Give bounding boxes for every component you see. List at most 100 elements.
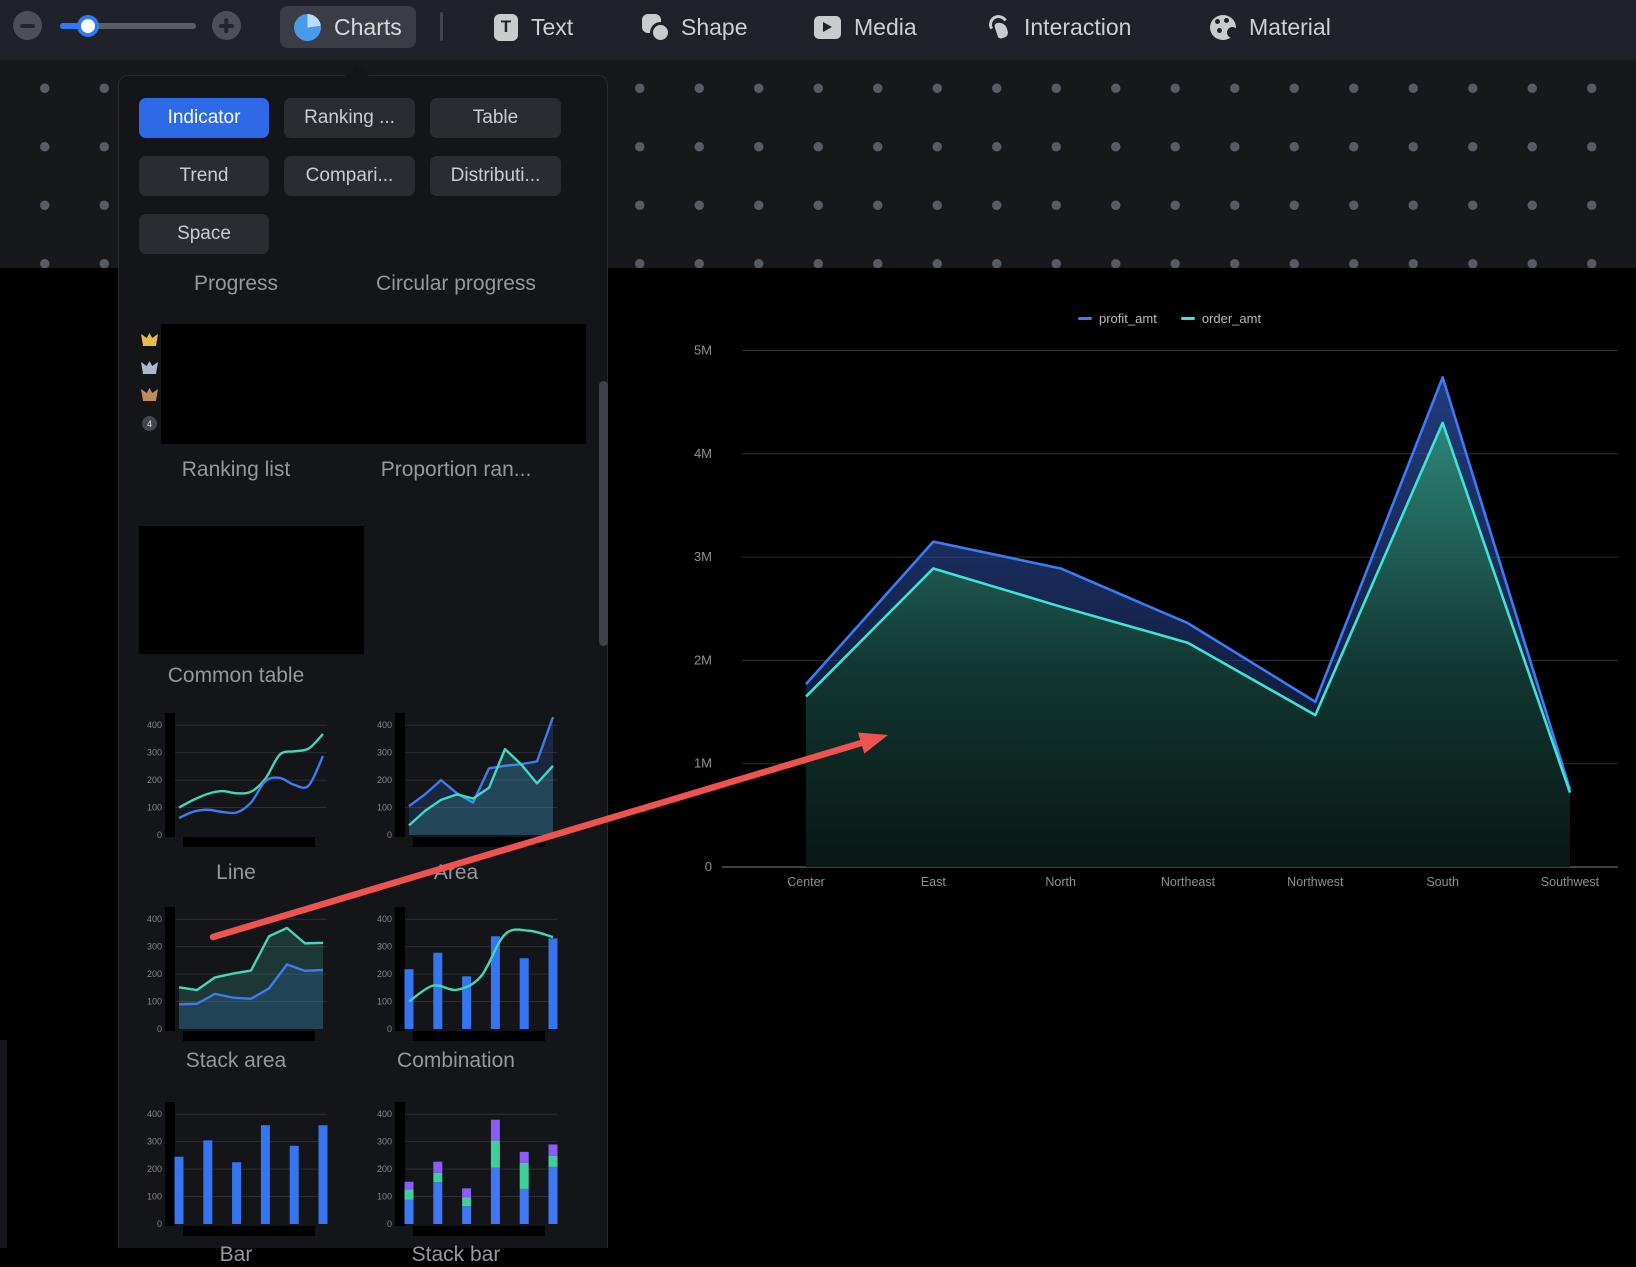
svg-text:200: 200	[147, 1164, 162, 1174]
canvas-edge	[0, 1040, 7, 1248]
svg-text:300: 300	[377, 748, 392, 758]
toolbar: Charts T Text Shape Media Interaction Ma…	[0, 0, 1636, 60]
item-area-thumb[interactable]: 400 300 200 100 0	[369, 707, 561, 848]
svg-text:100: 100	[147, 803, 162, 813]
item-bar-thumb[interactable]: 400 300 200 100 0	[139, 1096, 331, 1237]
svg-text:Northeast: Northeast	[1161, 875, 1216, 889]
svg-text:300: 300	[147, 748, 162, 758]
tab-interaction[interactable]: Interaction	[972, 6, 1145, 48]
line-preview: 400 300 200 100 0	[147, 713, 327, 848]
item-line-label[interactable]: Line	[216, 861, 256, 884]
item-stack-bar-thumb[interactable]: 400 300 200 100 0	[369, 1096, 561, 1237]
item-stack-area-label[interactable]: Stack area	[185, 1049, 287, 1072]
svg-text:0: 0	[157, 1219, 162, 1229]
category-distribution[interactable]: Distributi...	[430, 156, 561, 196]
tab-charts-label: Charts	[334, 13, 402, 40]
legend-item-order[interactable]: order_amt	[1180, 311, 1262, 326]
item-line-thumb[interactable]: 400 300 200 100 0	[139, 707, 331, 848]
bar-preview: 400 300 200 100 0	[147, 1102, 328, 1237]
tab-charts[interactable]: Charts	[280, 6, 416, 48]
tab-media-label: Media	[854, 13, 917, 40]
item-bar-label[interactable]: Bar	[219, 1243, 253, 1266]
panel-scrollbar-thumb[interactable]	[599, 381, 608, 646]
svg-text:200: 200	[377, 775, 392, 785]
svg-text:100: 100	[377, 1192, 392, 1202]
crown-silver-icon	[141, 361, 158, 374]
combination-preview: 400 300 200 100 0	[377, 907, 558, 1042]
svg-text:100: 100	[147, 997, 162, 1007]
item-ranking-list-label[interactable]: Ranking list	[181, 458, 291, 481]
stack-area-preview: 400 300 200 100 0	[147, 907, 327, 1042]
legend-item-profit[interactable]: profit_amt	[1078, 311, 1157, 326]
svg-text:400: 400	[147, 914, 162, 924]
legend-label-profit: profit_amt	[1099, 311, 1157, 326]
item-proportion-ranking-label[interactable]: Proportion ran...	[380, 458, 532, 481]
item-stack-area-thumb[interactable]: 400 300 200 100 0	[139, 901, 331, 1042]
svg-text:100: 100	[147, 1192, 162, 1202]
svg-text:0: 0	[157, 1024, 162, 1034]
svg-text:0: 0	[705, 859, 712, 874]
crown-bronze-icon	[141, 388, 158, 401]
svg-text:South: South	[1426, 875, 1459, 889]
svg-text:300: 300	[147, 1137, 162, 1147]
svg-text:1M: 1M	[694, 756, 712, 771]
crown-gold-icon	[141, 333, 158, 346]
rank-4-badge: 4	[142, 416, 157, 431]
svg-text:2M: 2M	[694, 652, 712, 667]
interaction-icon	[986, 14, 1011, 40]
item-combination-label[interactable]: Combination	[397, 1049, 515, 1072]
shape-icon	[642, 14, 668, 40]
legend-label-order: order_amt	[1201, 311, 1262, 326]
pie-chart-icon	[294, 13, 321, 41]
category-ranking[interactable]: Ranking ...	[284, 98, 415, 138]
legend-dash-order	[1180, 317, 1195, 320]
item-stack-bar-label[interactable]: Stack bar	[411, 1243, 501, 1266]
svg-text:400: 400	[377, 720, 392, 730]
toolbar-divider	[440, 12, 443, 41]
item-common-table-label[interactable]: Common table	[167, 664, 305, 687]
zoom-slider-thumb[interactable]	[77, 15, 99, 37]
tab-interaction-label: Interaction	[1024, 13, 1132, 40]
stack-bar-preview: 400 300 200 100 0	[377, 1102, 558, 1237]
zoom-out-button[interactable]	[13, 11, 42, 40]
svg-text:200: 200	[377, 969, 392, 979]
zoom-in-button[interactable]	[212, 11, 241, 40]
item-common-table-thumb[interactable]	[139, 526, 364, 654]
item-area-label[interactable]: Area	[433, 861, 479, 884]
item-circular-progress-label[interactable]: Circular progress	[376, 272, 536, 295]
item-progress-label[interactable]: Progress	[193, 272, 279, 295]
chart-legend: profit_amt order_amt	[1078, 311, 1261, 326]
zoom-slider-fill	[60, 23, 90, 29]
svg-text:200: 200	[377, 1164, 392, 1174]
svg-text:400: 400	[147, 1109, 162, 1119]
zoom-slider-track[interactable]	[60, 23, 196, 29]
ranking-list-preview	[161, 324, 586, 444]
svg-text:200: 200	[147, 775, 162, 785]
legend-dash-profit	[1078, 317, 1092, 320]
category-space[interactable]: Space	[139, 214, 269, 254]
zoom-slider[interactable]	[60, 14, 196, 37]
svg-text:0: 0	[387, 830, 392, 840]
tab-text-label: Text	[531, 13, 574, 40]
category-comparison[interactable]: Compari...	[284, 156, 415, 196]
svg-text:300: 300	[377, 942, 392, 952]
tab-text[interactable]: T Text	[480, 6, 587, 48]
item-combination-thumb[interactable]: 400 300 200 100 0	[369, 901, 561, 1042]
svg-text:100: 100	[377, 997, 392, 1007]
svg-text:North: North	[1045, 875, 1076, 889]
svg-text:East: East	[921, 875, 947, 889]
category-indicator[interactable]: Indicator	[139, 98, 269, 138]
dropdown-notch	[345, 64, 369, 76]
category-table[interactable]: Table	[430, 98, 561, 138]
svg-text:200: 200	[147, 969, 162, 979]
area-preview: 400 300 200 100 0	[377, 713, 557, 848]
category-trend[interactable]: Trend	[139, 156, 269, 196]
tab-media[interactable]: Media	[800, 6, 931, 48]
svg-text:0: 0	[157, 830, 162, 840]
svg-text:300: 300	[377, 1137, 392, 1147]
svg-text:300: 300	[147, 942, 162, 952]
tab-shape[interactable]: Shape	[628, 6, 762, 48]
svg-text:0: 0	[387, 1219, 392, 1229]
tab-material[interactable]: Material	[1196, 6, 1345, 48]
svg-text:100: 100	[377, 803, 392, 813]
